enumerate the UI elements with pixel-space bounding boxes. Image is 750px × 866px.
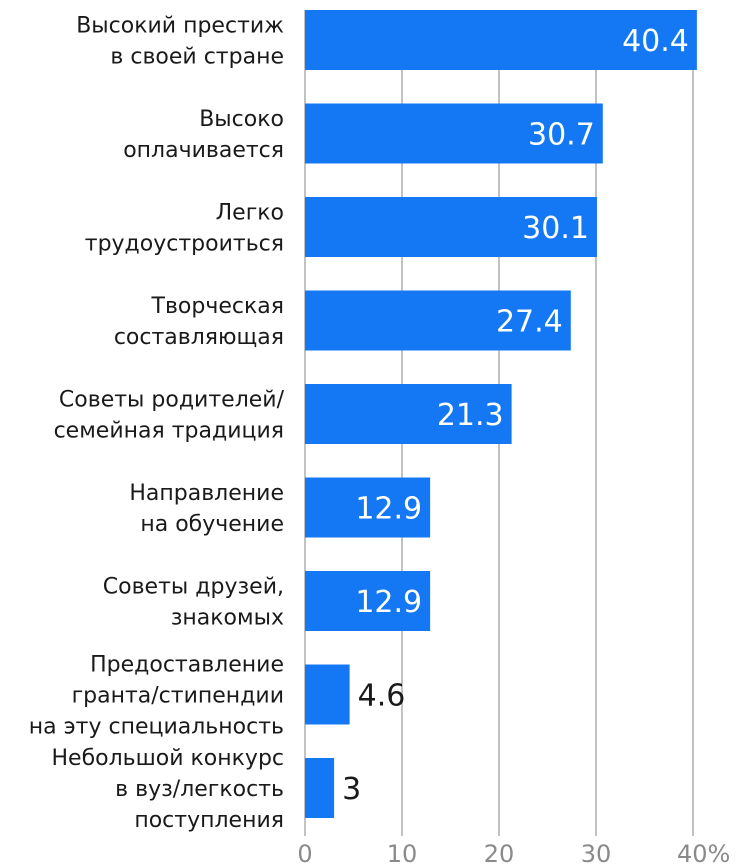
- bar-value-label: 12.9: [355, 492, 422, 527]
- category-labels: Высокий престиж в своей стране Высоко оплач…: [29, 14, 285, 834]
- category-label: Легко трудоустроиться: [85, 201, 284, 257]
- bar-value-label: 30.1: [522, 211, 589, 246]
- category-label: Направление на обучение: [129, 481, 284, 537]
- bar: [305, 290, 571, 351]
- bar-value-label: 27.4: [496, 305, 563, 340]
- bar-value-label: 40.4: [622, 24, 689, 59]
- bar: [305, 103, 603, 164]
- bar: [305, 10, 697, 70]
- category-label: Советы родителей/семейная традиция: [54, 388, 285, 444]
- bar: [305, 197, 597, 257]
- bar: [305, 758, 335, 818]
- bar-value-label: 4.6: [358, 679, 406, 714]
- category-label: Небольшой конкурс в вуз/легкость поступлен…: [51, 746, 284, 833]
- category-label: Высокий престиж в своей стране: [76, 14, 284, 70]
- category-label: Советы друзей, знакомых: [103, 575, 284, 631]
- x-tick-label: 30: [581, 840, 612, 866]
- category-label: Творческая составляющая: [114, 294, 284, 350]
- bar-value-label: 3: [342, 772, 361, 807]
- bar-value-label: 12.9: [355, 585, 422, 620]
- category-label: Предоставление гранта/стипендии на эту спе…: [29, 653, 284, 740]
- x-tick-label: 20: [484, 840, 515, 866]
- x-axis-tick-labels: 0 10 20 30 40%: [297, 840, 730, 866]
- bar-value-label: 21.3: [437, 398, 504, 433]
- bars: 40.4 30.7 30.1 27.4 21.3 12.9 12.9 4.6 3: [305, 10, 697, 818]
- x-tick-label: 10: [387, 840, 418, 866]
- bar-value-label: 30.7: [528, 118, 595, 153]
- x-tick-label: 0: [297, 840, 312, 866]
- bar: [305, 571, 431, 631]
- x-tick-label: 40%: [677, 840, 730, 866]
- bar: [305, 384, 512, 444]
- bar: [305, 477, 431, 538]
- category-label: Высоко оплачивается: [123, 107, 284, 163]
- bar: [305, 664, 350, 725]
